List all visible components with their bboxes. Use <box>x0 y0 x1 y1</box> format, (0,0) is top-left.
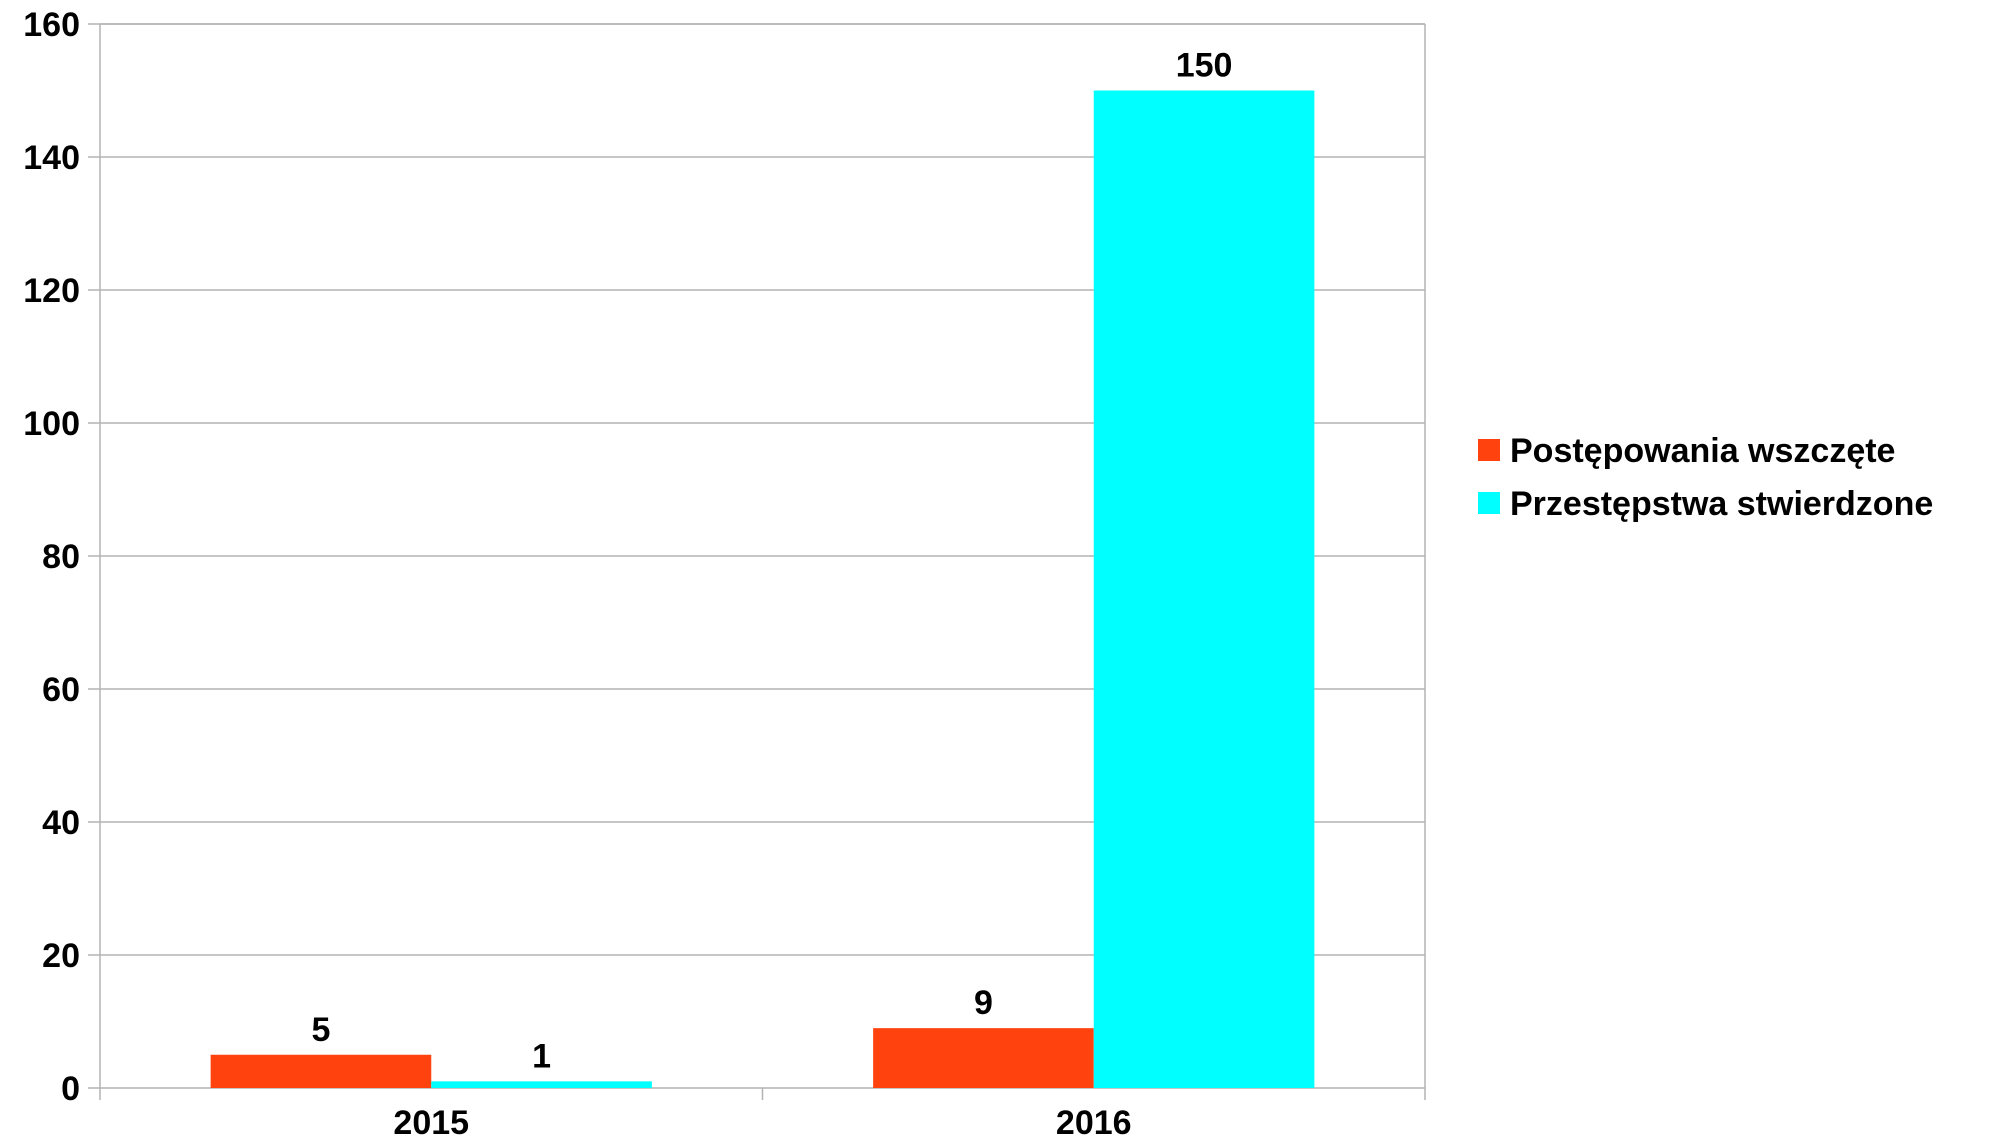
y-tick-label: 120 <box>23 272 80 310</box>
data-label: 9 <box>974 984 993 1022</box>
bar-postępowania-wszczęte-2015 <box>210 1054 432 1088</box>
y-tick-label: 0 <box>61 1070 80 1108</box>
data-label: 150 <box>1176 47 1233 85</box>
x-tick-label: 2016 <box>1056 1104 1132 1137</box>
gridlines <box>100 23 1425 956</box>
y-tick-label: 80 <box>42 538 80 576</box>
data-label: 1 <box>532 1037 551 1075</box>
y-tick-label: 60 <box>42 671 80 709</box>
bar-przestępstwa-stwierdzone-2016 <box>1093 90 1315 1088</box>
labels: 5 1 9 150 <box>311 47 1232 1076</box>
bar-postępowania-wszczęte-2016 <box>873 1028 1094 1088</box>
data-label: 5 <box>311 1011 330 1049</box>
legend: Postępowania wszczęte Przestępstwa stwier… <box>1478 432 1933 523</box>
bar-przestępstwa-stwierdzone-2015 <box>431 1081 652 1088</box>
y-tick-label: 40 <box>42 804 80 842</box>
x-tick-label: 2015 <box>393 1104 469 1137</box>
axes: 0 20 40 60 80 100 120 140 160 2015 2016 <box>23 6 1426 1137</box>
legend-label: Przestępstwa stwierdzone <box>1510 485 1933 523</box>
y-tick-label: 100 <box>23 405 80 443</box>
y-tick-label: 140 <box>23 139 80 177</box>
y-tick-label: 20 <box>42 937 80 975</box>
legend-swatch-1 <box>1478 492 1500 514</box>
legend-label: Postępowania wszczęte <box>1510 432 1895 470</box>
bars <box>210 90 1315 1088</box>
y-tick-label: 160 <box>23 6 80 44</box>
legend-swatch-0 <box>1478 439 1500 461</box>
